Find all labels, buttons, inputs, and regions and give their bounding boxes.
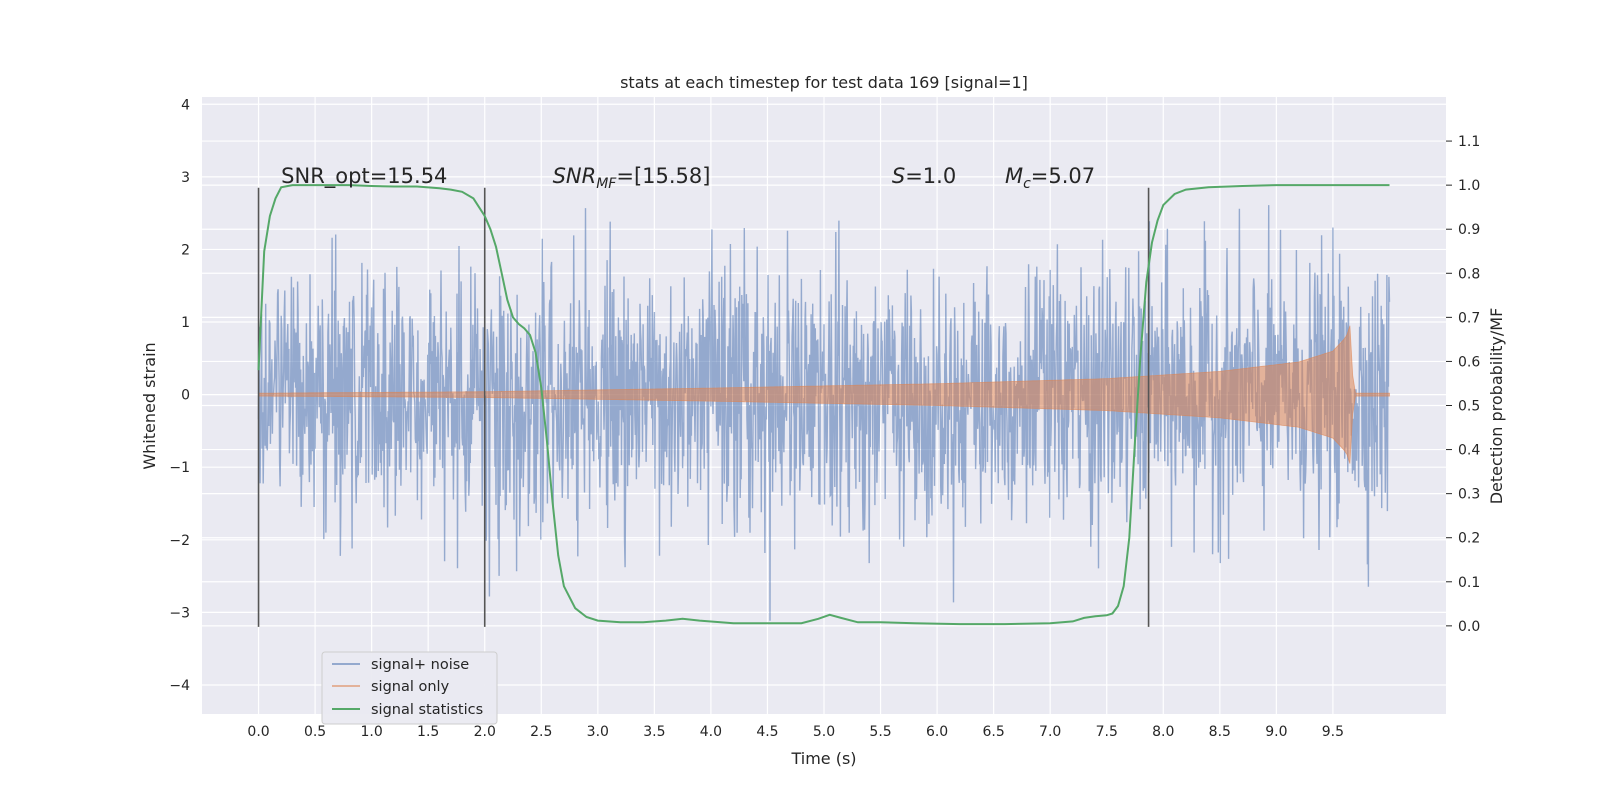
y-left-tick-label-6: −2 <box>169 533 190 549</box>
x-tick-label-6: 3.0 <box>587 724 609 740</box>
signal-statistics-line <box>257 184 1390 626</box>
x-tick-label-11: 5.5 <box>869 724 891 740</box>
y-right-tick-label-3: 0.8 <box>1458 266 1480 282</box>
y-left-tick-label-2: 2 <box>181 242 190 258</box>
x-tick-label-15: 7.5 <box>1096 724 1118 740</box>
x-tick-label-8: 4.0 <box>700 724 722 740</box>
annotation-1-value: =[15.58] <box>616 164 710 188</box>
y-left-tick-label-0: 4 <box>181 97 190 113</box>
x-tick-label-4: 2.0 <box>474 724 496 740</box>
annotation-0-text: SNR_opt=15.54 <box>281 164 447 189</box>
y-right-tick-label-0: 1.1 <box>1458 134 1480 150</box>
x-tick-label-7: 3.5 <box>643 724 665 740</box>
x-tick-label-0: 0.0 <box>247 724 269 740</box>
series-signal-only <box>258 325 1390 464</box>
annotation-1-subscript: MF <box>596 176 617 192</box>
y-right-tick-label-2: 0.9 <box>1458 222 1480 238</box>
y-axis-right-label: Detection probability/MF <box>1487 308 1506 505</box>
signal-noise-line <box>257 205 1391 621</box>
y-right-tick-label-10: 0.1 <box>1458 575 1480 591</box>
y-left-tick-label-1: 3 <box>181 170 190 186</box>
x-tick-label-18: 9.0 <box>1265 724 1287 740</box>
y-right-tick-label-7: 0.4 <box>1458 443 1480 459</box>
y-right-tick-label-8: 0.3 <box>1458 487 1480 503</box>
x-tick-label-2: 1.0 <box>361 724 383 740</box>
y-left-tick-label-8: −4 <box>169 678 190 694</box>
y-right-tick-label-9: 0.2 <box>1458 531 1480 547</box>
y-right-tick-label-5: 0.6 <box>1458 354 1480 370</box>
y-right-tick-label-11: 0.0 <box>1458 619 1480 635</box>
legend-label-signal-statistics: signal statistics <box>371 702 483 718</box>
y-left-tick-label-5: −1 <box>169 460 190 476</box>
legend-box <box>321 651 498 725</box>
x-tick-label-13: 6.5 <box>983 724 1005 740</box>
annotations: SNR_opt=15.54 SNRMF=[15.58] S=1.0 Mc=5.07 <box>281 164 1095 192</box>
y-axis-right-ticks: 1.1 1.0 0.9 0.8 0.7 0.6 0.5 0.4 0.3 0.2 0.1 0.0 <box>1446 134 1480 635</box>
annotation-3-subscript: c <box>1023 176 1031 192</box>
x-tick-label-19: 9.5 <box>1322 724 1344 740</box>
x-tick-label-3: 1.5 <box>417 724 439 740</box>
annotation-2-symbol: S <box>892 164 905 188</box>
y-axis-left-ticks: 4 3 2 1 0 −1 −2 −3 −4 <box>169 97 190 694</box>
annotation-2-value: =1.0 <box>905 164 956 188</box>
y-left-tick-label-3: 1 <box>181 315 190 331</box>
x-tick-label-16: 8.0 <box>1152 724 1174 740</box>
x-tick-label-1: 0.5 <box>304 724 326 740</box>
annotation-3-symbol: M <box>1005 164 1023 188</box>
annotation-1: SNRMF=[15.58] <box>553 164 711 192</box>
legend: signal+ noise signal only signal statist… <box>321 651 498 725</box>
legend-label-signal-noise: signal+ noise <box>371 657 469 673</box>
x-tick-label-14: 7.0 <box>1039 724 1061 740</box>
y-right-tick-label-1: 1.0 <box>1458 178 1480 194</box>
y-right-tick-label-4: 0.7 <box>1458 310 1480 326</box>
y-right-tick-label-6: 0.5 <box>1458 399 1480 415</box>
x-axis-label: Time (s) <box>790 749 856 768</box>
y-axis-left-label: Whitened strain <box>140 342 159 469</box>
x-tick-label-12: 6.0 <box>926 724 948 740</box>
signal-only-band <box>258 325 1390 464</box>
annotation-3: Mc=5.07 <box>1005 164 1095 192</box>
annotation-3-value: =5.07 <box>1031 164 1095 188</box>
x-tick-label-9: 4.5 <box>756 724 778 740</box>
annotation-1-symbol: SNR <box>553 164 597 188</box>
legend-label-signal-only: signal only <box>371 679 450 695</box>
series-signal-noise <box>257 205 1391 621</box>
series-signal-statistics <box>257 184 1390 626</box>
x-tick-label-17: 8.5 <box>1209 724 1231 740</box>
annotation-2: S=1.0 <box>892 164 956 188</box>
annotation-0: SNR_opt=15.54 <box>281 164 447 189</box>
x-tick-label-5: 2.5 <box>530 724 552 740</box>
chart-title: stats at each timestep for test data 169… <box>620 73 1028 92</box>
y-left-tick-label-4: 0 <box>181 388 190 404</box>
y-left-tick-label-7: −3 <box>169 605 190 621</box>
x-axis-ticks: 0.0 0.5 1.0 1.5 2.0 2.5 3.0 3.5 4.0 4.5 5.0 5.5 6.0 6… <box>247 724 1344 740</box>
x-tick-label-10: 5.0 <box>813 724 835 740</box>
